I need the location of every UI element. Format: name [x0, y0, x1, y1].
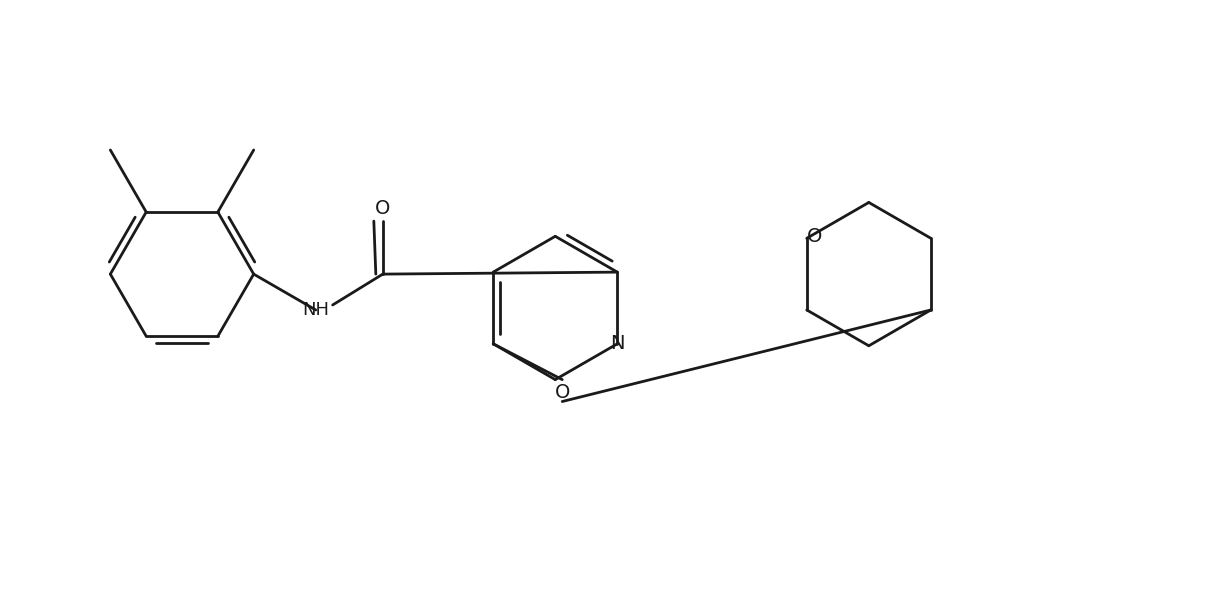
Text: O: O [375, 198, 390, 218]
Text: N: N [611, 334, 624, 353]
Text: O: O [807, 227, 823, 246]
Text: O: O [554, 383, 570, 402]
Text: NH: NH [303, 301, 330, 319]
